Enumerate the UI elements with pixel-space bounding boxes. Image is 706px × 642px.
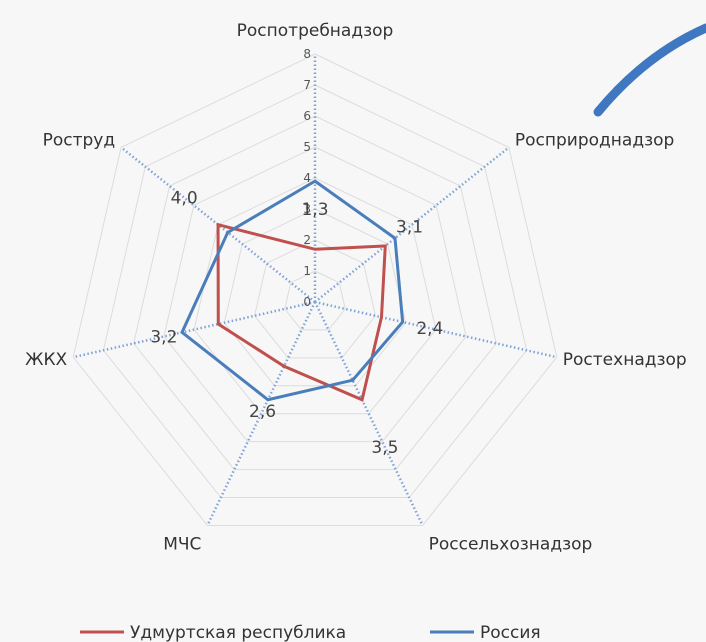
radar-grid bbox=[72, 53, 558, 526]
tick-label: 5 bbox=[303, 140, 311, 154]
data-label: 3,1 bbox=[396, 218, 423, 238]
axis-spoke bbox=[206, 301, 317, 526]
grid-ring bbox=[72, 53, 558, 526]
legend-item-series-1: Удмуртская республика bbox=[80, 623, 346, 642]
tick-label: 6 bbox=[303, 109, 311, 123]
tick-label: 4 bbox=[303, 171, 311, 185]
data-series bbox=[180, 179, 405, 402]
axis-spoke bbox=[314, 300, 558, 359]
grid-ring bbox=[284, 270, 346, 331]
axis-spoke bbox=[313, 301, 424, 526]
data-label: 1,3 bbox=[301, 200, 328, 220]
axis-label: МЧС bbox=[163, 534, 201, 554]
legend-label: Удмуртская республика bbox=[130, 623, 346, 642]
axis-label: Росприроднадзор bbox=[515, 130, 674, 150]
data-label: 2,6 bbox=[249, 402, 276, 422]
tick-label: 8 bbox=[303, 47, 311, 61]
axis-label: Ростехнадзор bbox=[563, 350, 687, 370]
grid-ring bbox=[223, 208, 407, 387]
legend-item-series-2: Россия bbox=[430, 623, 541, 642]
grid-ring bbox=[254, 239, 376, 359]
axis-labels: Роспотребнадзор Росприроднадзор Ростехнадз… bbox=[25, 21, 687, 554]
data-label: 2,4 bbox=[416, 319, 443, 339]
legend-label: Россия bbox=[480, 623, 541, 642]
grid-ring bbox=[133, 115, 497, 471]
grid-ring bbox=[193, 177, 437, 415]
radial-tick-labels: 0 1 2 3 4 5 6 7 8 bbox=[303, 47, 311, 309]
grid-ring bbox=[163, 146, 467, 443]
axis-spoke bbox=[314, 146, 510, 303]
tick-label: 2 bbox=[303, 233, 311, 247]
data-label: 3,2 bbox=[150, 327, 177, 347]
tick-label: 3 bbox=[303, 202, 311, 216]
decorative-arc bbox=[593, 23, 706, 117]
tick-label: 7 bbox=[303, 78, 311, 92]
series-line-1 bbox=[216, 222, 387, 402]
tick-label: 1 bbox=[303, 264, 311, 278]
tick-label: 0 bbox=[303, 295, 311, 309]
series-line-2 bbox=[180, 179, 405, 402]
axis-label: Роструд bbox=[43, 130, 116, 150]
data-labels: 1,3 3,1 2,4 3,5 2,6 3,2 4,0 bbox=[150, 189, 443, 459]
axis-label: ЖКХ bbox=[25, 350, 67, 370]
axis-label: Роспотребнадзор bbox=[237, 21, 394, 41]
legend: Удмуртская республика Россия bbox=[80, 623, 541, 642]
grid-ring bbox=[102, 84, 528, 499]
data-label: 4,0 bbox=[171, 189, 198, 209]
axis-label: Россельхознадзор bbox=[429, 534, 593, 554]
data-label: 3,5 bbox=[371, 438, 398, 458]
axis-spoke bbox=[72, 300, 316, 359]
